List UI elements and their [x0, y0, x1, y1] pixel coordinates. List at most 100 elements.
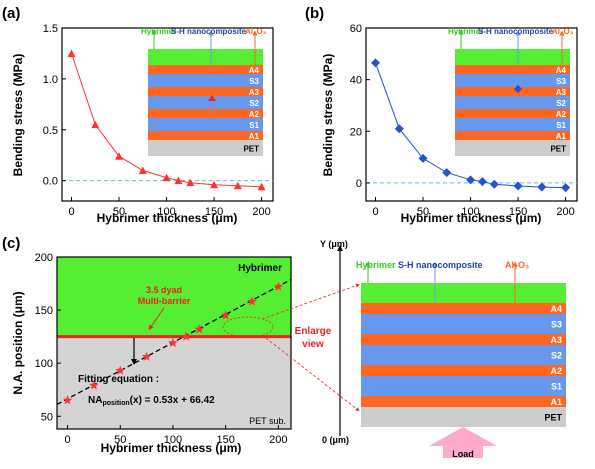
layer-s1	[148, 118, 263, 131]
y-tick-label: 200	[35, 252, 53, 264]
plot-frame-a	[61, 27, 274, 202]
data-point	[247, 296, 257, 306]
layer-a4	[148, 65, 263, 74]
series-line	[375, 62, 566, 189]
layer-label: A1	[249, 132, 260, 141]
layer-label: A1	[556, 132, 567, 141]
data-point	[141, 351, 152, 361]
data-point	[489, 179, 499, 189]
layer-a4	[361, 303, 566, 314]
y-ticks-c: 50 100 150 200	[35, 252, 61, 423]
inset-a: A4 S3 A3 S2 A2 S1 A1 PET Hybrimer S-H nanocompo…	[141, 27, 267, 156]
x-ticks-b: 0 50 100 150 200	[372, 197, 575, 218]
x-tick-label: 150	[509, 206, 527, 218]
y-tick-label: 1.0	[43, 74, 58, 86]
region-label-pet: PET sub.	[249, 416, 286, 426]
layer-label: A2	[556, 110, 567, 119]
y-tick-label: 20	[350, 126, 362, 138]
panel-label-b: (b)	[305, 5, 324, 22]
x-tick-label: 0	[372, 206, 378, 218]
inset-a-hybrimer	[148, 49, 263, 65]
data-point	[138, 166, 147, 174]
inset-a-label-hybrimer: Hybrimer	[141, 27, 176, 36]
series-line	[71, 53, 262, 188]
layer-s1	[361, 376, 566, 396]
layer-label: A4	[249, 66, 260, 75]
data-point	[168, 338, 178, 347]
layer-a4	[455, 65, 570, 74]
y-tick-label: 40	[350, 75, 362, 87]
data-point	[91, 120, 100, 129]
layer-label: S2	[249, 99, 259, 108]
y-tick-label: 100	[35, 358, 53, 370]
layer-s3	[148, 74, 263, 87]
layer-label: A3	[249, 88, 260, 97]
panel-label-c: (c)	[2, 235, 20, 252]
y-axis-label-top-d: Y (μm)	[320, 239, 348, 249]
enlarge-connector: Enlarge view	[261, 283, 360, 412]
data-point	[115, 365, 125, 375]
data-point	[162, 173, 171, 182]
layer-label: S3	[551, 320, 562, 330]
y-tick-label: 0	[356, 178, 362, 190]
layer-pet	[455, 140, 570, 156]
x-tick-label: 100	[164, 434, 182, 446]
x-tick-label: 200	[269, 434, 287, 446]
data-point	[537, 182, 547, 192]
y-axis-label-c: N.A. position (μm)	[11, 291, 25, 394]
data-point	[210, 180, 219, 189]
series-a	[67, 49, 266, 191]
layer-label: A1	[550, 397, 562, 407]
y-tick-label: 150	[35, 305, 53, 317]
layer-s1	[455, 118, 570, 131]
x-tick-label: 100	[461, 206, 479, 218]
barrier-label-2: Multi-barrier	[138, 296, 191, 306]
y-tick-label: 0.0	[43, 176, 58, 188]
inset-a-label-nano: S-H nanocomposite	[171, 27, 247, 36]
layer-a3	[361, 334, 566, 345]
panel-d: Y (μm) 0 (μm) A4 S3 A3 S2 A2 S1 A1 PET Hybrimer…	[320, 239, 566, 459]
data-point	[174, 176, 183, 185]
enlarge-label-1: Enlarge	[295, 326, 332, 337]
panel-a: (a) 0.0 0.5 1.0 1.5 0 50 100 150 200 Hybrimer t…	[2, 5, 274, 225]
layer-label: S1	[249, 121, 259, 130]
data-point	[273, 281, 284, 291]
plot-frame-b	[365, 27, 578, 202]
plot-frame-c	[56, 256, 292, 430]
x-tick-label: 0	[68, 206, 74, 218]
data-point	[513, 181, 523, 191]
enlarge-ellipse	[222, 316, 274, 338]
inset-a-label-al2o3: Al₂O₃	[245, 27, 267, 36]
layer-label: A3	[550, 335, 562, 345]
layer-a1	[361, 396, 566, 407]
y-tick-label: 60	[350, 23, 362, 35]
x-tick-label: 200	[252, 206, 270, 218]
inset-b-marker	[514, 85, 522, 93]
data-point	[371, 58, 381, 68]
x-ticks-c: 0 50 100 150 200	[64, 425, 288, 446]
data-point	[186, 178, 195, 187]
data-point	[257, 182, 266, 191]
stack-label-al2o3: Al₂O₃	[505, 260, 529, 270]
x-tick-label: 150	[216, 434, 234, 446]
data-point	[561, 183, 571, 193]
data-point	[115, 152, 124, 160]
data-point	[477, 177, 487, 187]
y-ticks-b: 0 20 40 60	[350, 23, 370, 190]
y-tick-label: 50	[41, 411, 53, 423]
layer-label: S3	[556, 77, 566, 86]
y-axis-label-a: Bending stress (MPa)	[11, 54, 25, 177]
inset-a-marker	[208, 95, 216, 101]
fit-equation: NAposition(x) = 0.53x + 66.42	[88, 395, 215, 407]
region-label-hybrimer: Hybrimer	[238, 263, 282, 274]
layer-a1	[148, 131, 263, 140]
layer-label: A4	[550, 304, 562, 314]
layer-a3	[455, 87, 570, 96]
layer-pet	[148, 140, 263, 156]
x-tick-label: 100	[157, 206, 175, 218]
region-pet	[57, 336, 291, 429]
layer-label: S3	[249, 77, 259, 86]
inset-b: A4 S3 A3 S2 A2 S1 A1 PET Hybrimer S-H nanocompo…	[448, 27, 574, 156]
stack-label-hybrimer: Hybrimer	[356, 260, 396, 270]
data-point	[89, 380, 99, 390]
